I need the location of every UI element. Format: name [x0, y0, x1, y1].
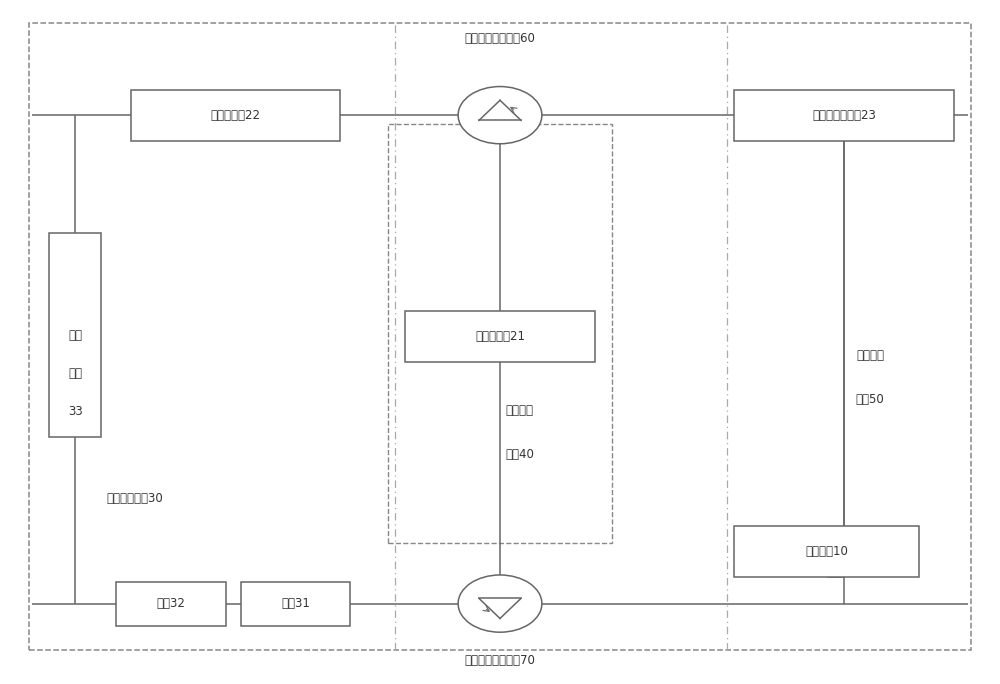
Text: 支路40: 支路40 [505, 448, 534, 461]
Bar [116, 582, 226, 626]
Text: 车载充电机21: 车载充电机21 [475, 330, 525, 343]
Circle shape [458, 87, 542, 144]
Text: 支路50: 支路50 [855, 393, 884, 406]
Text: 驱动电机10: 驱动电机10 [805, 545, 848, 558]
Bar [241, 582, 350, 626]
Text: 直流变换器22: 直流变换器22 [211, 109, 261, 122]
Text: 第一支路切换单元60: 第一支路切换单元60 [465, 32, 535, 45]
Text: 散热: 散热 [68, 329, 82, 342]
Text: 水箱31: 水箱31 [281, 597, 310, 610]
Text: 水泵32: 水泵32 [156, 597, 185, 610]
Bar [405, 311, 595, 363]
Text: 第二支路切换单元70: 第二支路切换单元70 [465, 655, 535, 668]
Bar [49, 233, 101, 437]
Text: 第一冷却支路30: 第一冷却支路30 [106, 492, 163, 505]
Bar [131, 90, 340, 141]
Bar [734, 526, 919, 577]
Text: 第三冷却: 第三冷却 [856, 349, 884, 362]
Text: 第二冷却: 第二冷却 [505, 404, 533, 417]
Bar [734, 90, 954, 141]
Circle shape [458, 575, 542, 632]
Text: 驱动电机控制器23: 驱动电机控制器23 [812, 109, 876, 122]
Text: 33: 33 [68, 405, 83, 418]
Bar [388, 124, 612, 543]
Text: 单元: 单元 [68, 367, 82, 380]
